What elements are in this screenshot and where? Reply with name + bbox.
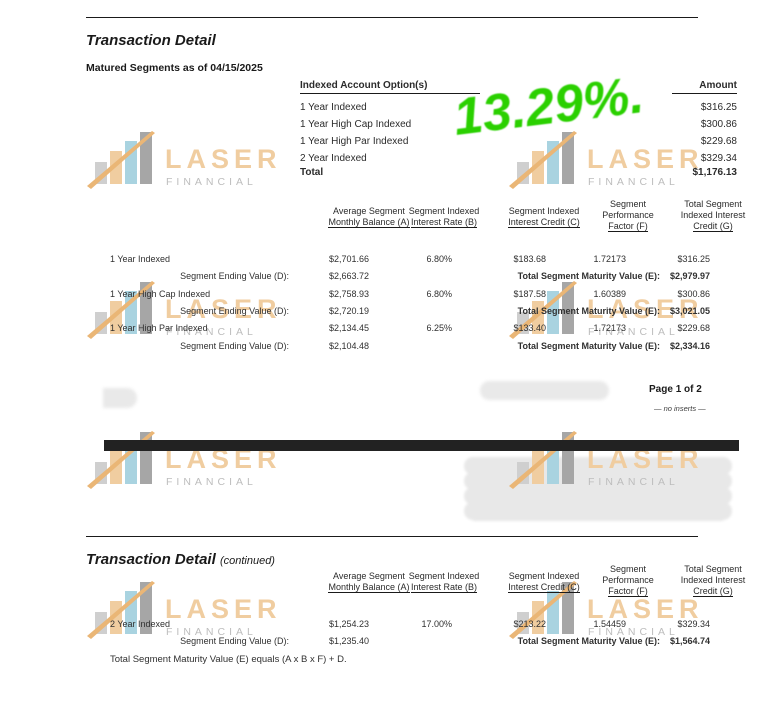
svg-text:LASER: LASER [165, 594, 282, 624]
svg-text:FINANCIAL: FINANCIAL [588, 476, 679, 488]
svg-text:FINANCIAL: FINANCIAL [588, 176, 679, 188]
svg-text:13.29%.: 13.29%. [450, 66, 646, 147]
svg-text:FINANCIAL: FINANCIAL [166, 176, 257, 188]
svg-text:LASER: LASER [165, 144, 282, 174]
svg-text:FINANCIAL: FINANCIAL [166, 476, 257, 488]
